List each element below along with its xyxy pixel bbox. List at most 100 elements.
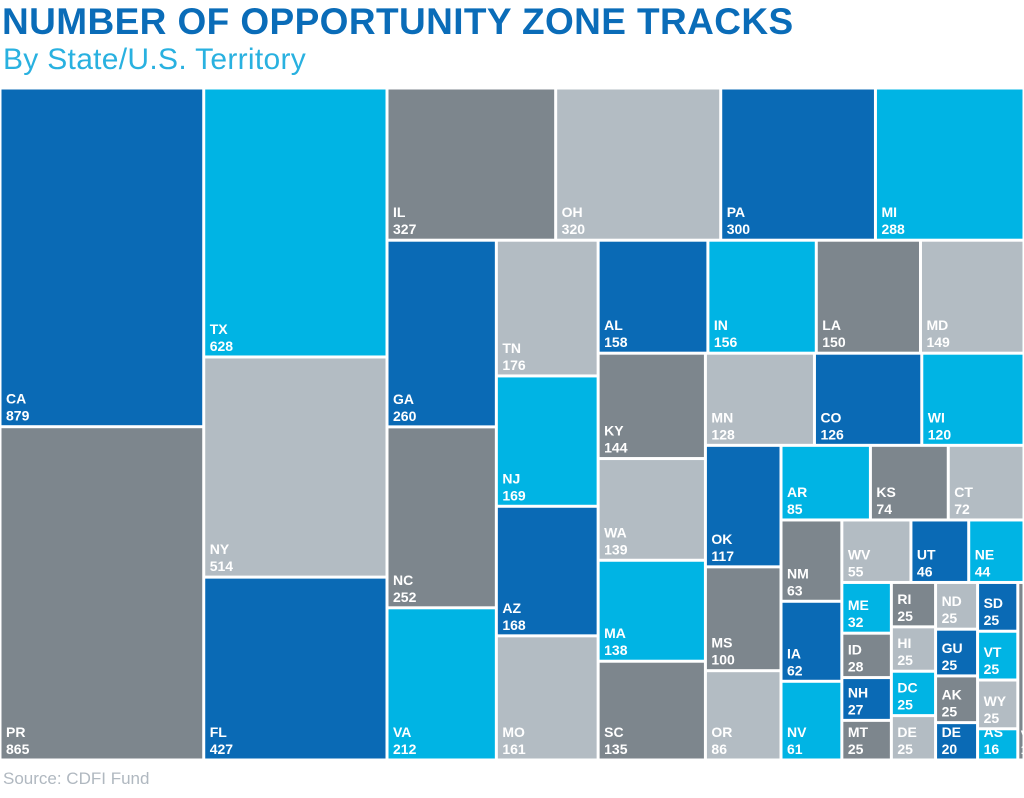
treemap-rect-ri-25 <box>892 583 935 626</box>
treemap-rect-id-28 <box>843 634 890 677</box>
treemap-label: ID <box>848 642 862 658</box>
treemap-rect-co-126 <box>815 354 921 444</box>
treemap-value: 25 <box>984 612 1000 628</box>
treemap-value: 126 <box>820 426 844 442</box>
treemap-label: KY <box>604 423 624 439</box>
treemap-label: NM <box>787 565 809 581</box>
treemap-rect-me-32 <box>843 583 890 632</box>
treemap-label: WA <box>604 524 627 540</box>
treemap-label: FL <box>210 724 228 740</box>
treemap-value: 320 <box>562 221 586 237</box>
treemap-label: HI <box>897 635 911 651</box>
treemap-rect-fl-427 <box>205 578 386 759</box>
treemap-value: 100 <box>711 652 735 668</box>
treemap-value: 63 <box>787 582 803 598</box>
treemap-value: 120 <box>928 426 952 442</box>
treemap-label: IL <box>393 204 406 220</box>
treemap-value: 300 <box>727 221 751 237</box>
treemap-label: WV <box>848 546 871 562</box>
treemap-rect-in-156 <box>709 241 815 352</box>
treemap-label: OK <box>711 531 732 547</box>
treemap-value: 117 <box>711 548 734 564</box>
treemap-value: 212 <box>393 741 417 757</box>
treemap-label: WI <box>928 409 945 425</box>
treemap-value: 32 <box>848 614 864 630</box>
treemap-label: AS <box>984 724 1003 740</box>
treemap-rect-or-86 <box>706 672 780 759</box>
treemap-label: SD <box>984 595 1003 611</box>
treemap-value: 327 <box>393 221 417 237</box>
treemap-value: 138 <box>604 642 628 658</box>
treemap-rect-mt-25 <box>843 721 890 759</box>
treemap-label: CA <box>6 391 26 407</box>
treemap-value: 144 <box>604 440 628 456</box>
treemap-value: 25 <box>897 697 913 713</box>
treemap-rect-ne-44 <box>970 521 1023 581</box>
treemap-rect-md-149 <box>921 241 1023 352</box>
treemap-rect-al-158 <box>599 241 707 352</box>
treemap-value: 260 <box>393 408 417 424</box>
treemap-value: 25 <box>848 741 864 757</box>
treemap-value: 169 <box>502 487 526 503</box>
treemap-rect-ky-144 <box>599 354 704 458</box>
treemap-rect-sc-135 <box>599 662 704 759</box>
treemap-rect-de-20 <box>937 724 977 759</box>
treemap-label: WY <box>984 693 1007 709</box>
treemap-label: OR <box>711 724 732 740</box>
treemap-rect-ny-514 <box>205 358 386 576</box>
treemap-value: 85 <box>787 501 803 517</box>
treemap-rect-ut-46 <box>912 521 968 581</box>
treemap-value: 149 <box>926 334 950 350</box>
treemap-value: 25 <box>897 741 913 757</box>
treemap-value: 150 <box>822 334 846 350</box>
treemap-label: LA <box>822 317 841 333</box>
treemap-rect-tx-628 <box>205 89 386 356</box>
treemap-label: TN <box>502 340 521 356</box>
treemap-rect-ga-260 <box>388 241 495 426</box>
treemap-cell-vi-14: VI14 <box>1019 583 1024 759</box>
treemap-label: AL <box>604 317 623 333</box>
treemap-label: TX <box>210 321 229 337</box>
treemap-label: NC <box>393 572 413 588</box>
treemap-rect-va-212 <box>388 609 495 759</box>
treemap-rect-mo-161 <box>497 637 597 759</box>
treemap-value: 139 <box>604 541 628 557</box>
treemap-label: DE <box>897 724 916 740</box>
treemap-label: AR <box>787 484 807 500</box>
treemap-label: RI <box>897 591 911 607</box>
treemap-label: NY <box>210 541 230 557</box>
treemap-label: GU <box>942 640 963 656</box>
treemap-label: MD <box>926 317 948 333</box>
treemap-value: 168 <box>502 617 526 633</box>
treemap-label: VA <box>393 724 411 740</box>
treemap-rect-ct-72 <box>949 446 1023 519</box>
treemap-label: DE <box>942 724 961 740</box>
treemap-value: 427 <box>210 741 234 757</box>
treemap-value: 879 <box>6 408 30 424</box>
treemap-value: 25 <box>984 661 1000 677</box>
treemap-label: MO <box>502 724 525 740</box>
treemap-label: VT <box>984 644 1002 660</box>
